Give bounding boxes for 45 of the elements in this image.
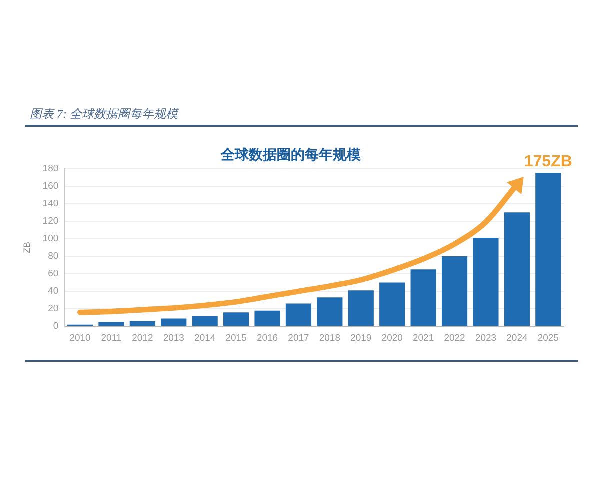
bar (410, 270, 436, 326)
annotation: 175ZB (524, 154, 572, 171)
bar (380, 282, 406, 326)
y-tick-label: 20 (48, 304, 59, 315)
chart-title: 全球数据圈的每年规模 (220, 146, 362, 162)
bar (161, 318, 187, 326)
y-tick-label: 140 (42, 198, 59, 210)
y-tick-label: 0 (53, 321, 59, 332)
x-tick-label: 2019 (350, 332, 372, 344)
bar (348, 290, 374, 326)
x-tick-label: 2021 (412, 332, 434, 344)
x-tick-label: 2020 (382, 332, 403, 344)
y-tick-label: 60 (48, 268, 59, 280)
bar (224, 312, 250, 326)
y-tick-label: 120 (42, 216, 59, 228)
x-tick-label: 2022 (444, 332, 466, 344)
y-tick-label: 180 (42, 163, 59, 174)
x-tick-label: 2011 (101, 332, 122, 344)
y-tick-label: 160 (42, 180, 59, 192)
text: 图表 7: 全球数据圈每年规模 (30, 107, 178, 121)
x-tick-label: 2023 (475, 332, 497, 344)
x-tick-label: 2024 (506, 332, 528, 344)
x-tick-label: 2013 (163, 332, 184, 344)
y-axis-title: ZB (22, 242, 32, 254)
x-tick-label: 2025 (538, 332, 559, 344)
bar (317, 298, 343, 326)
y-tick-label: 80 (48, 251, 59, 262)
bar (254, 310, 280, 326)
x-tick-label: 2018 (319, 332, 340, 344)
bar (504, 212, 530, 326)
bar (442, 256, 468, 326)
bar (536, 173, 562, 326)
x-tick-label: 2016 (256, 332, 278, 344)
x-tick-label: 2017 (288, 332, 310, 344)
x-tick-label: 2010 (70, 332, 91, 344)
x-tick-label: 2015 (226, 332, 247, 344)
bar (98, 322, 124, 326)
bar (192, 316, 218, 326)
bar (286, 304, 312, 326)
x-tick-label: 2014 (194, 332, 216, 344)
bar (130, 321, 156, 326)
bar (473, 238, 499, 326)
x-tick-label: 2012 (132, 332, 154, 344)
y-tick-label: 40 (48, 286, 59, 298)
y-tick-label: 100 (42, 234, 59, 245)
